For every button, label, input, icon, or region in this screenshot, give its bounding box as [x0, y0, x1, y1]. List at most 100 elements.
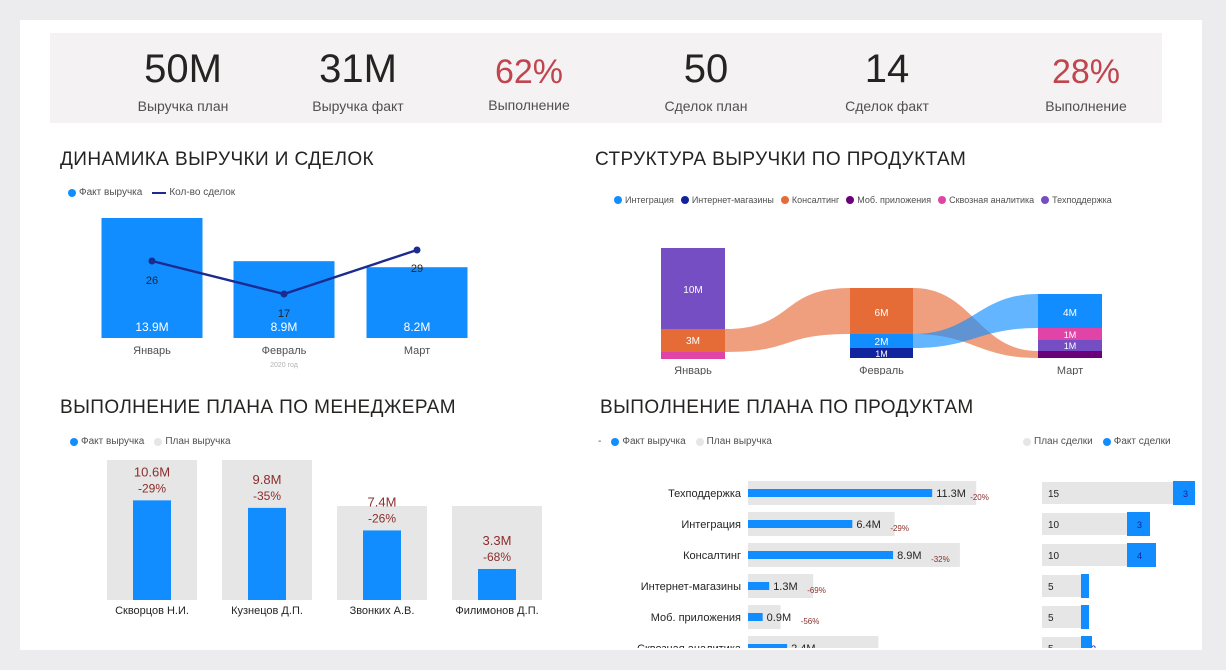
- bar-value-label: 8.9M: [897, 550, 921, 562]
- legend-label: Консалтинг: [791, 195, 840, 205]
- fact-bar: [748, 582, 770, 590]
- legend: План сделки Факт сделки: [1023, 436, 1171, 447]
- legend-item[interactable]: Интеграция: [614, 195, 674, 205]
- deals-fact-bar: [1127, 512, 1150, 536]
- bar-value-label: 6.4M: [856, 519, 880, 531]
- deals-plan-bar: [1042, 575, 1089, 597]
- bar-percent-label: -69%: [807, 586, 826, 595]
- deals-point: [413, 246, 421, 254]
- legend-item[interactable]: Техподдержка: [1041, 195, 1112, 205]
- legend-dash: -: [598, 436, 602, 447]
- deals-value-label: 29: [411, 263, 423, 275]
- row-category-label: Моб. приложения: [651, 612, 741, 624]
- legend-item[interactable]: Сквозная аналитика: [938, 195, 1034, 205]
- deals-plan-label: 5: [1048, 613, 1054, 624]
- x-axis-tick-label: Кузнецов Д.П.: [231, 605, 303, 617]
- deals-plan-bar: [1042, 606, 1089, 628]
- kpi-label: Выручка план: [137, 98, 229, 114]
- legend-label: Интеграция: [625, 195, 674, 205]
- deals-plan-bar: [1042, 544, 1135, 566]
- section-title-managers: ВЫПОЛНЕНИЕ ПЛАНА ПО МЕНЕДЖЕРАМ: [60, 397, 456, 418]
- kpi-value: 50M: [144, 47, 222, 91]
- row-category-label: Интернет-магазины: [641, 581, 741, 593]
- dashboard-canvas: 50M Выручка план 31M Выручка факт 62% Вы…: [20, 20, 1202, 650]
- stack-segment: [850, 334, 913, 348]
- revenue-deals-combo-chart: 13.9M Январь 8.9M Февраль 8.2M Март 26 17 29 2020…: [101, 218, 468, 369]
- x-axis-tick-label: Скворцов Н.И.: [115, 605, 189, 617]
- bar-value-label: 3.3M: [483, 533, 512, 548]
- bar-percent-label: -56%: [801, 617, 820, 626]
- ribbon-consulting: [725, 288, 850, 352]
- kpi-card[interactable]: 14 Сделок факт: [797, 33, 977, 123]
- segment-value-label: 1M: [875, 349, 888, 359]
- deals-point: [148, 257, 156, 265]
- x-axis-tick-label: Февраль: [859, 365, 904, 375]
- fact-bar: [748, 613, 763, 621]
- legend-label: Интернет-магазины: [691, 195, 774, 205]
- kpi-card[interactable]: 50 Сделок план: [616, 33, 796, 123]
- fact-bar: [748, 489, 933, 497]
- legend-item[interactable]: Факт выручка: [70, 436, 144, 447]
- kpi-card[interactable]: 50M Выручка план: [93, 33, 273, 123]
- kpi-value: 14: [864, 47, 910, 91]
- x-axis-tick-label: Февраль: [262, 345, 307, 357]
- legend-label: Кол-во сделок: [169, 187, 236, 198]
- stack-segment: [661, 352, 725, 359]
- deals-plan-label: 10: [1048, 551, 1060, 562]
- kpi-label: Выполнение: [488, 97, 570, 113]
- legend-dot-icon: [938, 196, 947, 204]
- deals-plan-label: 15: [1048, 489, 1060, 500]
- legend-item[interactable]: Факт выручка: [611, 436, 686, 447]
- row-category-label: Техподдержка: [668, 488, 742, 500]
- deals-fact-label: 3: [1137, 520, 1142, 530]
- kpi-card[interactable]: 31M Выручка факт: [268, 33, 448, 123]
- legend-item[interactable]: План сделки: [1023, 436, 1093, 447]
- legend-item[interactable]: Факт сделки: [1102, 436, 1171, 447]
- fact-bar: [748, 551, 894, 559]
- legend-dot-icon: [780, 196, 789, 204]
- legend-label: План сделки: [1034, 436, 1093, 447]
- legend-item[interactable]: План выручка: [695, 436, 772, 447]
- deals-value-label: 17: [278, 308, 290, 320]
- stack-segment: [850, 348, 913, 358]
- legend-dot-icon: [1102, 437, 1111, 446]
- legend: Факт выручка План выручка: [70, 436, 231, 447]
- row-category-label: Интеграция: [681, 519, 741, 531]
- legend-item[interactable]: План выручка: [154, 436, 231, 447]
- bar-value-label: 0.9M: [767, 612, 791, 624]
- kpi-bar: 50M Выручка план 31M Выручка факт 62% Вы…: [50, 33, 1162, 123]
- kpi-label: Выручка факт: [312, 98, 404, 114]
- fact-bar: [363, 530, 401, 600]
- legend-item[interactable]: Факт выручка: [68, 187, 142, 198]
- revenue-bar: [233, 261, 335, 338]
- kpi-card[interactable]: 28% Выполнение: [996, 33, 1176, 123]
- deals-fact-bar: [1081, 636, 1092, 648]
- bar-percent-label: -35%: [253, 489, 281, 503]
- bar-value-label: 2.4M: [791, 643, 815, 648]
- bar-percent-label: -26%: [368, 511, 396, 525]
- bar-percent-label: -20%: [970, 493, 989, 502]
- kpi-label: Выполнение: [1045, 98, 1127, 114]
- bar-value-label: 9.8M: [253, 472, 282, 487]
- legend-item[interactable]: Интернет-магазины: [680, 195, 774, 205]
- kpi-label: Сделок план: [664, 98, 748, 114]
- legend-item[interactable]: Кол-во сделок: [152, 187, 235, 198]
- segment-value-label: 4M: [1063, 308, 1077, 319]
- kpi-card[interactable]: 62% Выполнение: [439, 33, 619, 123]
- legend: - Факт выручка План выручка: [598, 436, 772, 447]
- deals-fact-bar: [1127, 543, 1156, 567]
- kpi-label: Сделок факт: [845, 98, 929, 114]
- legend-label: Моб. приложения: [857, 195, 932, 205]
- deals-plan-bar: [1042, 513, 1135, 535]
- x-axis-tick-label: Филимонов Д.П.: [455, 605, 538, 617]
- x-axis-tick-label: Март: [1057, 365, 1083, 375]
- legend-dot-icon: [154, 437, 163, 446]
- bar-percent-label: -32%: [931, 555, 950, 564]
- legend-line-icon: [152, 191, 167, 194]
- x-axis-tick-label: Январь: [674, 365, 712, 375]
- bar-value-label: 1.3M: [773, 581, 797, 593]
- stack-segment: [1038, 351, 1102, 358]
- legend-item[interactable]: Моб. приложения: [846, 195, 931, 205]
- segment-value-label: 1M: [1064, 341, 1077, 351]
- legend-item[interactable]: Консалтинг: [780, 195, 840, 205]
